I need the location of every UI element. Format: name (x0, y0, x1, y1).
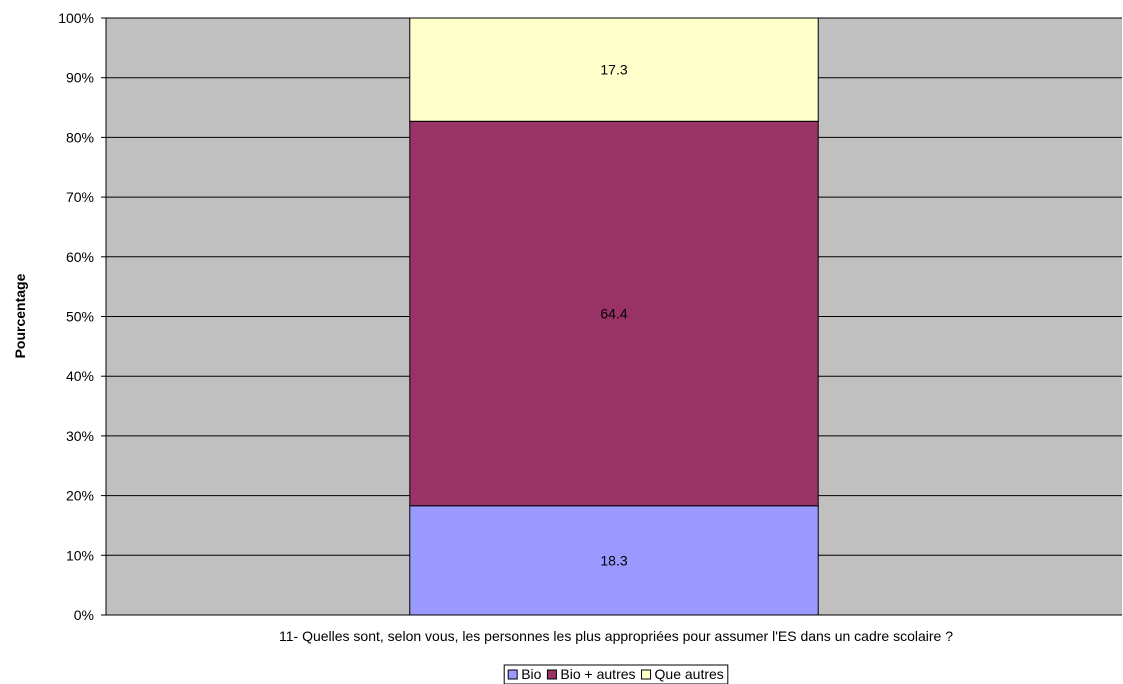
y-tick-label: 10% (66, 547, 94, 563)
y-axis-ticks: 0% 10% 20% 30% 40% 50% 60% 70% 80% 90% 100% (58, 10, 106, 623)
legend-box (503, 664, 729, 684)
y-tick-label: 50% (66, 309, 94, 325)
bar-segment (409, 505, 819, 616)
bars (409, 17, 819, 616)
x-axis-label: 11- Quelles sont, selon vous, les person… (279, 628, 953, 644)
data-label: 18.3 (600, 552, 627, 568)
y-tick-label: 30% (66, 428, 94, 444)
y-tick-label: 60% (66, 249, 94, 265)
y-tick-label: 80% (66, 129, 94, 145)
legend-swatch (507, 669, 518, 680)
bar-segment (409, 17, 819, 122)
data-label: 17.3 (600, 62, 627, 78)
y-tick-label: 100% (58, 10, 94, 26)
legend: Bio Bio + autres Que autres (503, 664, 729, 684)
legend-swatch (641, 669, 652, 680)
data-label: 64.4 (600, 306, 627, 322)
y-tick-label: 40% (66, 368, 94, 384)
bar-segment (409, 120, 819, 507)
legend-label: Que autres (655, 666, 724, 682)
legend-label: Bio + autres (560, 666, 635, 682)
y-tick-label: 90% (66, 70, 94, 86)
y-axis-label: Pourcentage (12, 273, 28, 358)
legend-label: Bio (521, 666, 541, 682)
y-tick-label: 0% (74, 607, 94, 623)
legend-swatch (546, 669, 557, 680)
y-tick-label: 20% (66, 488, 94, 504)
data-labels: 18.3 64.4 17.3 (600, 62, 627, 569)
y-tick-label: 70% (66, 189, 94, 205)
